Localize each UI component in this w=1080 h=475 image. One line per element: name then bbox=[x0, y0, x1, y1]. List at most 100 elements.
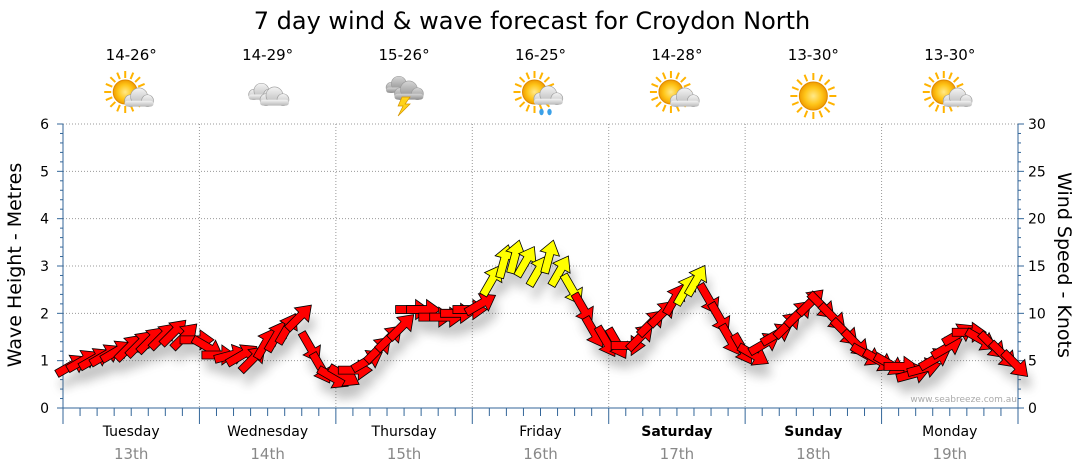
x-day-label: Sunday bbox=[784, 424, 842, 440]
wind-arrow-shadow bbox=[288, 317, 316, 344]
x-date-label: 17th bbox=[660, 445, 694, 463]
wind-arrow-shadow bbox=[677, 286, 700, 319]
sun-ray bbox=[796, 79, 803, 86]
wind-arrow bbox=[539, 239, 561, 275]
sun-ray bbox=[924, 96, 932, 101]
sun-ray bbox=[105, 83, 113, 88]
x-date-label: 19th bbox=[933, 445, 967, 463]
sun-ray bbox=[928, 101, 935, 108]
x-date-label: 15th bbox=[387, 445, 421, 463]
day-header-row: 14-26° 14-29° 15-26° 16-25° 14-28° 13-30° 13-3… bbox=[104, 46, 975, 119]
sun-ray bbox=[675, 72, 680, 80]
wind-arrow-shadow bbox=[390, 326, 418, 354]
sun-ray bbox=[109, 76, 117, 83]
day-temperature: 13-30° bbox=[924, 46, 975, 64]
sun-ray bbox=[651, 96, 659, 101]
x-date-label: 16th bbox=[523, 445, 557, 463]
cloud-shape bbox=[670, 87, 700, 107]
x-day-label: Tuesday bbox=[102, 424, 160, 440]
sun-ray bbox=[651, 83, 659, 88]
wind-arrow-shadow bbox=[128, 343, 156, 371]
x-axis-day-labels: Tuesday 13th Wednesday 14th Thursday 15th Frid… bbox=[102, 424, 978, 463]
sun-ray bbox=[956, 83, 964, 88]
rain-drop bbox=[547, 108, 552, 116]
sun-ray bbox=[791, 86, 799, 91]
sun-ray bbox=[514, 83, 522, 88]
x-day-label: Thursday bbox=[371, 424, 437, 440]
sun-ray bbox=[661, 72, 667, 80]
sun-ray bbox=[823, 106, 831, 113]
sun-ray bbox=[803, 74, 809, 82]
wind-arrow-shadow bbox=[666, 296, 689, 328]
sun-rays bbox=[790, 73, 837, 119]
sun-ray bbox=[934, 72, 940, 80]
sun-ray bbox=[514, 96, 522, 101]
wind-arrow-series bbox=[54, 239, 1032, 400]
right-tick-label: 30 bbox=[1028, 117, 1046, 133]
sun-ray bbox=[683, 83, 691, 88]
chart-axes: 0 1 2 3 4 5 6 0 5 10 15 20 25 30 bbox=[40, 117, 1046, 424]
day-temperature: 16-25° bbox=[515, 46, 566, 64]
sun-ray bbox=[827, 101, 835, 106]
sun-ray bbox=[818, 74, 824, 82]
sun-ray bbox=[525, 104, 531, 112]
right-tick-label: 25 bbox=[1028, 164, 1046, 180]
left-tick-label: 2 bbox=[40, 306, 49, 322]
x-day-label: Wednesday bbox=[227, 424, 308, 440]
sun-ray bbox=[116, 104, 121, 112]
wind-arrow-shadow bbox=[517, 258, 540, 290]
x-date-label: 18th bbox=[796, 445, 830, 463]
cloud-shape bbox=[259, 86, 290, 106]
day-temperature: 14-29° bbox=[242, 46, 293, 64]
sun-ray bbox=[137, 83, 145, 88]
day-temperature: 14-26° bbox=[106, 46, 157, 64]
weather-partly-cloudy-icon bbox=[104, 71, 154, 113]
y-axis-label-right: Wind Speed - Knots bbox=[1053, 172, 1075, 358]
x-day-label: Monday bbox=[922, 424, 977, 440]
left-tick-label: 3 bbox=[40, 259, 49, 275]
wind-arrow bbox=[1000, 349, 1029, 377]
left-tick-label: 1 bbox=[40, 354, 49, 370]
sun-ray bbox=[934, 104, 940, 112]
sun-ray bbox=[680, 76, 687, 83]
sun-ray bbox=[924, 83, 932, 88]
arrow-layer bbox=[54, 239, 1029, 389]
left-tick-label: 0 bbox=[40, 401, 49, 417]
wind-arrow bbox=[386, 314, 415, 343]
sun-ray bbox=[109, 101, 117, 108]
sun-ray bbox=[518, 101, 526, 108]
sun-ray bbox=[796, 106, 803, 113]
wind-arrow bbox=[570, 291, 594, 324]
sun-ray bbox=[952, 76, 960, 83]
lightning-bolt bbox=[397, 96, 411, 117]
cloud-shape bbox=[124, 87, 154, 107]
weather-storm-icon bbox=[385, 75, 424, 117]
weather-partly-cloudy-icon bbox=[922, 71, 973, 113]
sun-ray bbox=[105, 96, 113, 101]
cloud-shape bbox=[533, 85, 564, 105]
left-tick-label: 4 bbox=[40, 212, 49, 228]
day-temperature: 14-28° bbox=[651, 46, 702, 64]
sun-rays bbox=[104, 71, 147, 113]
sun-ray bbox=[823, 79, 831, 86]
right-tick-label: 20 bbox=[1028, 212, 1046, 228]
sun-ray bbox=[518, 76, 526, 83]
wind-arrow-shadow bbox=[320, 377, 353, 400]
wind-arrow-shadow bbox=[69, 362, 102, 385]
sun-ray bbox=[827, 86, 835, 91]
weather-cloudy-icon bbox=[248, 82, 290, 106]
wind-arrow-shadow bbox=[530, 268, 553, 300]
cloud-shape bbox=[942, 87, 973, 107]
x-date-label: 14th bbox=[250, 445, 284, 463]
wind-arrow bbox=[463, 293, 497, 317]
sun-ray bbox=[791, 101, 799, 106]
sun-ray bbox=[134, 76, 141, 83]
left-tick-label: 6 bbox=[40, 117, 49, 133]
y-axis-label-left: Wave Height - Metres bbox=[4, 163, 26, 367]
right-tick-label: 0 bbox=[1028, 401, 1037, 417]
wind-arrow-shadow bbox=[139, 339, 167, 367]
wind-arrow bbox=[683, 264, 708, 298]
x-day-label: Friday bbox=[519, 424, 561, 440]
sun-ray bbox=[525, 72, 531, 80]
sun-ray bbox=[543, 76, 551, 83]
